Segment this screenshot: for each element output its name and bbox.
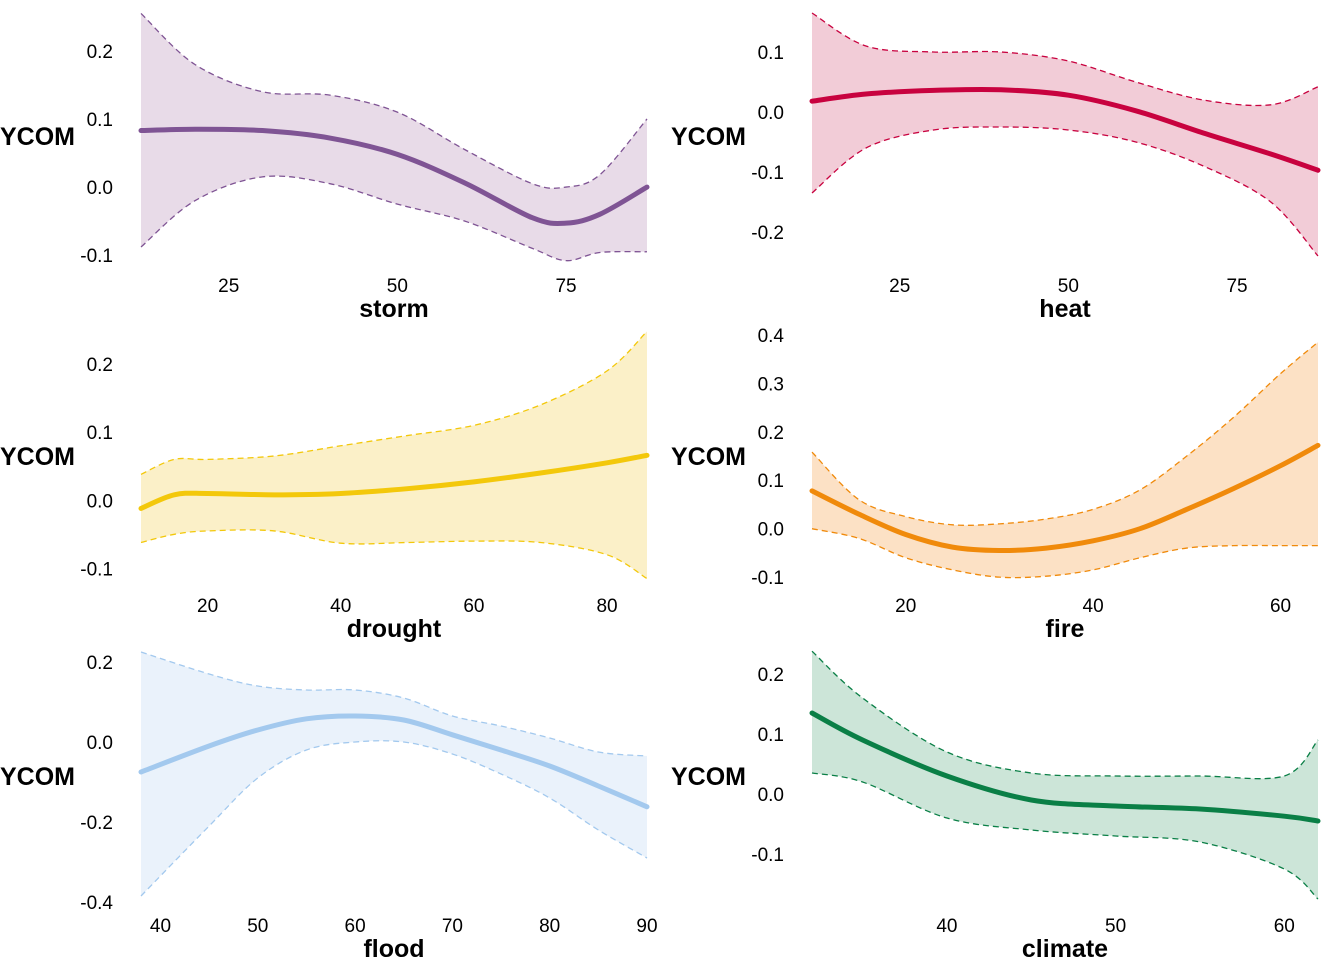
y-tick-label: -0.1 [80,559,113,580]
x-tick-label: 90 [636,916,657,937]
y-axis-label: YCOM [0,123,75,151]
y-tick-label: 0.1 [758,43,784,64]
y-tick-label: -0.1 [80,246,113,267]
x-axis-label: storm [359,295,428,323]
fit-line-storm [138,126,650,227]
x-axis-label: drought [347,615,442,643]
panel-heat: -0.2 -0.1 0.0 0.1 25 50 75 heat YCOM [671,12,1321,323]
x-tick-label: 60 [463,596,484,617]
upper-bound-climate [811,650,1319,780]
y-tick-label: 0.0 [87,733,113,754]
x-tick-label: 75 [1226,276,1247,297]
confidence-band-climate [812,651,1318,899]
x-tick-label: 75 [555,276,576,297]
lower-bound-storm [140,175,648,262]
y-axis-label: YCOM [0,763,75,791]
x-tick-label: 50 [1105,916,1126,937]
fit-line-drought [138,452,650,511]
upper-bound-fire [811,341,1319,526]
x-tick-label: 40 [150,916,171,937]
x-tick-label: 40 [330,596,351,617]
x-axis-label: flood [363,935,424,960]
upper-bound-heat [811,12,1319,107]
x-tick-label: 50 [247,916,268,937]
confidence-band-fire [812,342,1318,578]
x-tick-label: 50 [387,276,408,297]
x-tick-label: 20 [895,596,916,617]
panel-drought: -0.1 0.0 0.1 0.2 20 40 60 80 drought YCOM [0,330,650,643]
upper-bound-storm [140,12,648,189]
y-tick-label: -0.2 [80,813,113,834]
confidence-band-flood [141,652,647,896]
x-tick-label: 60 [1274,916,1295,937]
y-tick-label: 0.2 [87,653,113,674]
x-axis-label: climate [1022,935,1108,960]
x-tick-label: 50 [1058,276,1079,297]
upper-bound-flood [140,651,648,757]
x-tick-label: 25 [889,276,910,297]
y-tick-label: 0.0 [758,520,784,541]
x-tick-label: 40 [936,916,957,937]
upper-bound-drought [140,330,648,475]
confidence-band-storm [141,13,647,261]
panel-fire: -0.1 0.0 0.1 0.2 0.3 0.4 20 40 60 fire YCOM [671,326,1321,643]
fit-line-climate [809,710,1321,824]
y-tick-label: 0.1 [758,725,784,746]
y-tick-label: -0.4 [80,893,113,914]
y-tick-label: 0.1 [87,423,113,444]
y-axis-label: YCOM [671,443,746,471]
x-tick-label: 80 [596,596,617,617]
y-tick-label: -0.1 [751,845,784,866]
x-tick-label: 70 [442,916,463,937]
y-tick-label: 0.1 [758,471,784,492]
x-tick-label: 60 [345,916,366,937]
lower-bound-flood [140,740,648,897]
fit-line-flood [138,713,650,810]
lower-bound-heat [811,126,1319,257]
y-axis-label: YCOM [0,443,75,471]
y-tick-label: -0.2 [751,223,784,244]
y-tick-label: -0.1 [751,568,784,589]
y-tick-label: 0.0 [87,491,113,512]
x-axis-label: fire [1046,615,1085,643]
y-tick-label: -0.1 [751,163,784,184]
panel-storm: -0.1 0.0 0.1 0.2 25 50 75 storm YCOM [0,12,650,323]
lower-bound-drought [140,529,648,580]
y-axis-label: YCOM [671,123,746,151]
panel-flood: -0.4 -0.2 0.0 0.2 40 50 60 70 80 90 flood YCOM [0,651,658,963]
confidence-band-drought [141,331,647,579]
y-tick-label: 0.2 [758,665,784,686]
x-tick-label: 40 [1083,596,1104,617]
y-tick-label: 0.4 [758,326,785,347]
y-tick-label: 0.1 [87,110,113,131]
x-tick-label: 25 [218,276,239,297]
y-tick-label: 0.0 [758,785,784,806]
fit-line-fire [809,442,1321,554]
x-tick-label: 20 [197,596,218,617]
lower-bound-climate [811,772,1319,900]
lower-bound-fire [811,528,1318,579]
y-tick-label: 0.2 [87,42,113,63]
x-tick-label: 80 [539,916,560,937]
x-axis-label: heat [1039,295,1091,323]
fit-line-heat [809,86,1321,173]
y-tick-label: 0.3 [758,374,784,395]
panel-climate: -0.1 0.0 0.1 0.2 40 50 60 climate YCOM [671,650,1321,963]
y-tick-label: 0.2 [87,355,113,376]
y-tick-label: 0.0 [87,178,113,199]
x-tick-label: 60 [1270,596,1291,617]
y-tick-label: 0.0 [758,103,784,124]
y-axis-label: YCOM [671,763,746,791]
confidence-band-heat [812,13,1318,256]
y-tick-label: 0.2 [758,423,784,444]
